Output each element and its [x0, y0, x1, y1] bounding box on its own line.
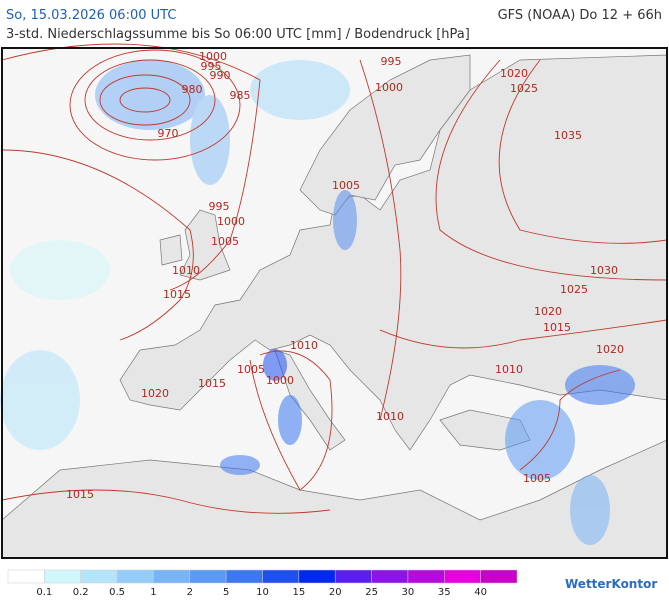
isobar-label: 1005: [211, 235, 239, 248]
isobar-label: 1010: [172, 264, 200, 277]
precipitation: [0, 60, 635, 545]
legend-label: 40: [474, 587, 487, 598]
isobar-label: 1030: [590, 264, 618, 277]
isobar-label: 970: [158, 127, 179, 140]
legend-swatch: [7, 569, 45, 584]
header-subtitle: 3-std. Niederschlagssumme bis So 06:00 U…: [6, 27, 470, 42]
legend-swatch: [480, 569, 518, 584]
legend-swatch: [44, 569, 81, 584]
isobar-label: 1000: [375, 81, 403, 94]
legend-swatch: [334, 569, 372, 584]
isobar-label: 1015: [66, 488, 94, 501]
isobar-label: 1010: [290, 339, 318, 352]
isobar-label: 1020: [596, 343, 624, 356]
legend-label: 15: [292, 587, 305, 598]
legend-label: 2: [187, 587, 193, 598]
legend-swatch: [153, 569, 191, 584]
legend-label: 5: [223, 587, 229, 598]
isobar-label: 1010: [376, 410, 404, 423]
legend-swatch: [80, 569, 118, 584]
isobar-label: 985: [230, 89, 251, 102]
legend-label: 25: [365, 587, 378, 598]
legend-label: 0.2: [73, 587, 89, 598]
isobar-label: 1020: [500, 67, 528, 80]
isobar-label: 1015: [163, 288, 191, 301]
header-date: So, 15.03.2026 06:00 UTC: [6, 8, 176, 23]
legend-swatch: [225, 569, 263, 584]
legend-swatch: [371, 569, 409, 584]
isobar-label: 1005: [523, 472, 551, 485]
isobar-label: 995: [209, 200, 230, 213]
isobar-label: 1000: [217, 215, 245, 228]
isobar-label: 1015: [543, 321, 571, 334]
legend-label: 30: [402, 587, 415, 598]
isobar-label: 1000: [199, 50, 227, 63]
isobar-label: 1035: [554, 129, 582, 142]
isobar-label: 1000: [266, 374, 294, 387]
isobar-label: 990: [210, 69, 231, 82]
logo: WetterKontor: [565, 577, 657, 591]
legend-swatch: [189, 569, 227, 584]
isobar-label: 1020: [534, 305, 562, 318]
isobar-label: 1020: [141, 387, 169, 400]
isobar-label: 995: [381, 55, 402, 68]
legend-swatch: [444, 569, 481, 584]
isobar-label: 1005: [332, 179, 360, 192]
isobar-label: 1025: [560, 283, 588, 296]
isobar-label: 1015: [198, 377, 226, 390]
legend-swatch: [116, 569, 154, 584]
legend: 0.1 0.2 0.5 1 2 5 10 15 20 25 30 35 40: [7, 569, 518, 598]
legend-label: 10: [256, 587, 269, 598]
header-model: GFS (NOAA) Do 12 + 66h: [498, 8, 662, 23]
isobar-label: 980: [182, 83, 203, 96]
legend-swatch: [262, 569, 300, 584]
legend-label: 0.5: [109, 587, 125, 598]
land: [1, 54, 668, 559]
legend-label: 0.1: [36, 587, 52, 598]
legend-label: 20: [329, 587, 342, 598]
isobar-label: 1010: [495, 363, 523, 376]
map-frame: [1, 47, 668, 559]
isobar-label: 1025: [510, 82, 538, 95]
legend-swatch: [298, 569, 336, 584]
isobars: [1, 43, 668, 514]
legend-swatch: [407, 569, 445, 584]
legend-label: 1: [150, 587, 156, 598]
legend-label: 35: [438, 587, 451, 598]
isobar-label: 995: [201, 60, 222, 73]
isobar-label: 1005: [237, 363, 265, 376]
